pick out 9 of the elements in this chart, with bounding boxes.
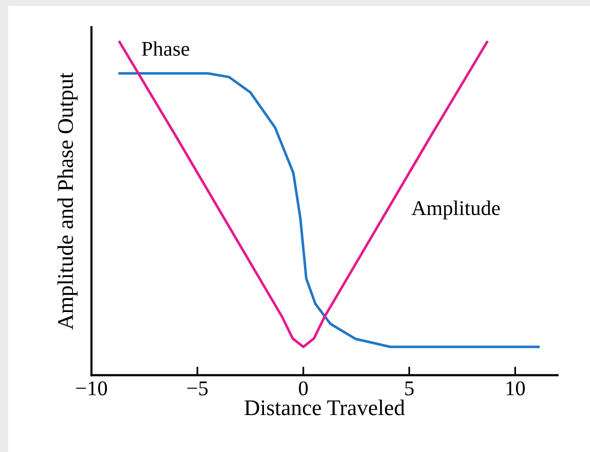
series-label: Phase [142,41,190,56]
x-tick-label: 0 [298,381,308,396]
y-axis-title: Amplitude and Phase Output [57,72,78,330]
x-tick-label: 5 [405,382,414,396]
x-tick-label: −5 [187,382,208,396]
x-tick-label: −10 [76,381,107,396]
x-tick-label: 10 [506,381,525,396]
x-axis-title: Distance Traveled [244,400,405,416]
series-label: Amplitude [412,200,500,220]
